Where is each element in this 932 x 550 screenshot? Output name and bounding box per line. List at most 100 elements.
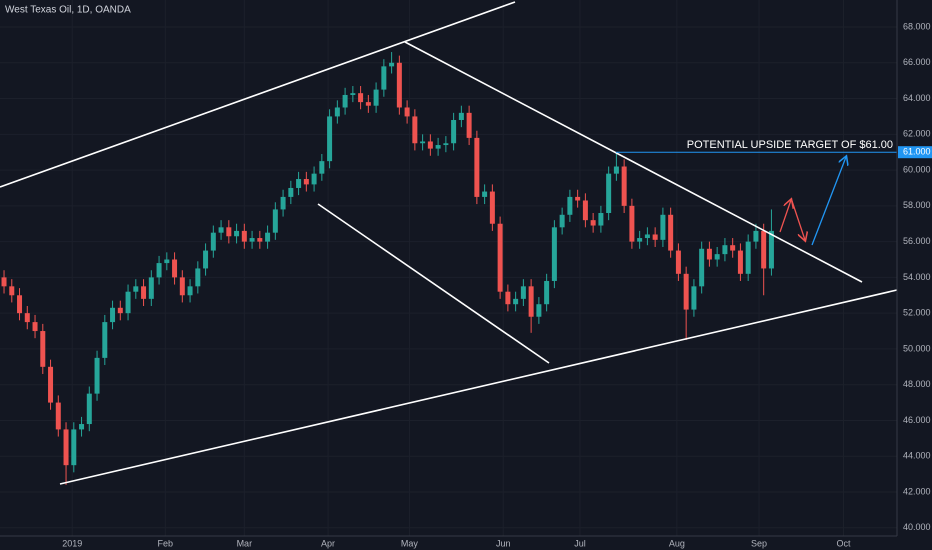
candle-body [567, 196, 573, 215]
candle-body [660, 214, 666, 240]
candle-body [730, 245, 736, 251]
candle-body [48, 366, 54, 403]
candle-body [482, 191, 488, 197]
candle-body [575, 196, 581, 201]
trend-line [0, 1, 516, 188]
candle-body [265, 232, 271, 242]
y-tick-label: 54.000 [903, 272, 931, 282]
candle-body [420, 141, 426, 144]
candle-body [311, 173, 317, 185]
candle-body [582, 200, 588, 221]
candle-body [280, 196, 286, 210]
candle-body [272, 209, 278, 233]
candle-body [458, 112, 464, 121]
y-tick-label: 44.000 [903, 451, 931, 461]
y-tick-label: 56.000 [903, 236, 931, 246]
candle-body [9, 286, 15, 296]
candles [1, 52, 774, 485]
candle-body [753, 230, 759, 242]
candle-body [148, 277, 154, 299]
candle-body [110, 307, 116, 323]
candle-body [350, 93, 356, 95]
candle-body [327, 116, 333, 162]
candle-body [520, 286, 526, 299]
x-tick-label: Aug [669, 538, 685, 548]
candle-body [613, 166, 619, 174]
target-price-label: 61.000 [903, 147, 931, 157]
candle-body [17, 295, 23, 314]
candle-body [513, 298, 519, 305]
candle-body [203, 250, 209, 269]
candle-body [296, 179, 302, 188]
candle-body [559, 214, 565, 228]
x-tick-label: Oct [837, 538, 852, 548]
candle-body [40, 331, 46, 367]
candle-body [590, 220, 596, 226]
y-tick-label: 46.000 [903, 415, 931, 425]
candle-body [86, 393, 92, 425]
candle-body [303, 179, 309, 185]
x-tick-label: 2019 [62, 538, 82, 548]
candle-body [629, 205, 635, 242]
x-tick-label: Sep [751, 538, 767, 548]
candle-body [210, 232, 216, 251]
candle-body [699, 248, 705, 287]
candle-body [358, 93, 364, 103]
candle-body [249, 238, 255, 242]
candle-body [404, 107, 410, 117]
candle-body [745, 241, 751, 274]
candle-body [63, 429, 69, 466]
x-tick-label: Jul [574, 538, 586, 548]
candle-body [644, 234, 650, 239]
trend-line [317, 203, 550, 364]
candle-body [133, 286, 139, 292]
candle-body [683, 273, 689, 310]
y-tick-label: 42.000 [903, 486, 931, 496]
candle-body [412, 116, 418, 144]
candle-body [1, 277, 7, 287]
candle-body [241, 230, 247, 242]
y-tick-label: 60.000 [903, 164, 931, 174]
candle-body [466, 112, 472, 138]
y-tick-label: 58.000 [903, 200, 931, 210]
axes: 40.000 42.000 44.000 46.000 48.000 50.000 52.0… [62, 21, 932, 548]
candle-body [722, 245, 728, 255]
candle-body [714, 254, 720, 260]
candle-body [675, 250, 681, 274]
candle-body [435, 145, 441, 149]
candle-body [389, 62, 395, 67]
candle-body [234, 230, 240, 237]
candle-body [528, 286, 534, 317]
candle-body [451, 120, 457, 144]
candle-body [691, 286, 697, 310]
candle-body [443, 143, 449, 146]
candle-body [365, 102, 371, 106]
candle-body [381, 66, 387, 90]
candle-body [637, 238, 643, 242]
candle-body [342, 94, 348, 108]
target-price-tag [898, 146, 932, 159]
candle-body [156, 263, 162, 278]
candle-body [172, 259, 178, 278]
y-tick-label: 40.000 [903, 522, 931, 532]
x-tick-label: Feb [158, 538, 174, 548]
candle-body [117, 307, 123, 314]
price-axis [897, 0, 932, 550]
y-tick-label: 66.000 [903, 57, 931, 67]
candle-body [334, 107, 340, 117]
drawings [0, 1, 898, 485]
candle-body [474, 137, 480, 197]
candle-body [606, 173, 612, 214]
candle-body [218, 227, 224, 233]
candle-body [427, 141, 433, 149]
x-tick-label: May [401, 538, 419, 548]
candle-body [598, 213, 604, 226]
candle-body [102, 322, 108, 358]
chart-title: West Texas Oil, 1D, OANDA [5, 5, 131, 16]
candle-body [187, 286, 193, 296]
candle-body [497, 223, 503, 292]
candle-body [668, 214, 674, 251]
candle-body [706, 248, 712, 260]
candle-body [551, 227, 557, 281]
